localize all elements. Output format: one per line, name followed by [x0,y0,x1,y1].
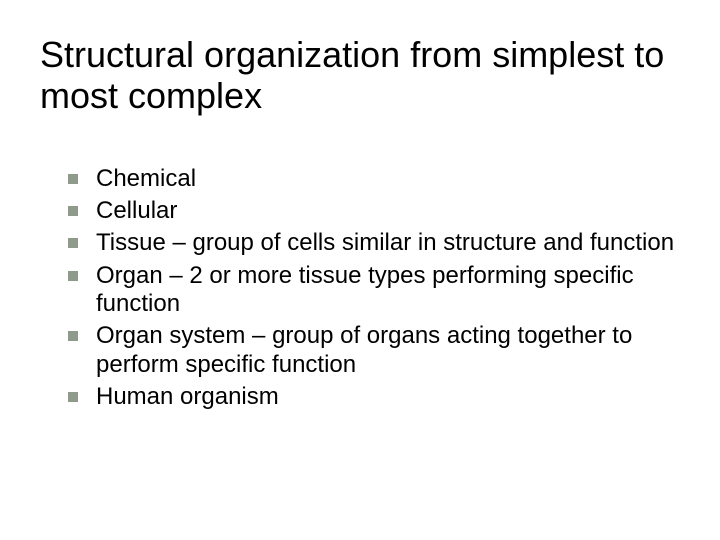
list-item-text: Human organism [96,383,279,410]
bullet-list: Chemical Cellular Tissue – group of cell… [40,165,682,412]
square-bullet-icon [68,238,78,248]
slide: Structural organization from simplest to… [0,0,720,540]
square-bullet-icon [68,206,78,216]
list-item: Human organism [68,383,682,411]
list-item: Organ system – group of organs acting to… [68,322,682,379]
list-item-text: Tissue – group of cells similar in struc… [96,229,674,256]
list-item-text: Organ system – group of organs acting to… [96,322,632,377]
square-bullet-icon [68,392,78,402]
list-item: Chemical [68,165,682,193]
list-item: Organ – 2 or more tissue types performin… [68,262,682,319]
list-item: Cellular [68,197,682,225]
square-bullet-icon [68,174,78,184]
slide-title: Structural organization from simplest to… [40,34,682,117]
list-item-text: Chemical [96,165,196,192]
list-item-text: Cellular [96,197,177,224]
square-bullet-icon [68,271,78,281]
list-item: Tissue – group of cells similar in struc… [68,229,682,257]
square-bullet-icon [68,331,78,341]
list-item-text: Organ – 2 or more tissue types performin… [96,262,634,317]
